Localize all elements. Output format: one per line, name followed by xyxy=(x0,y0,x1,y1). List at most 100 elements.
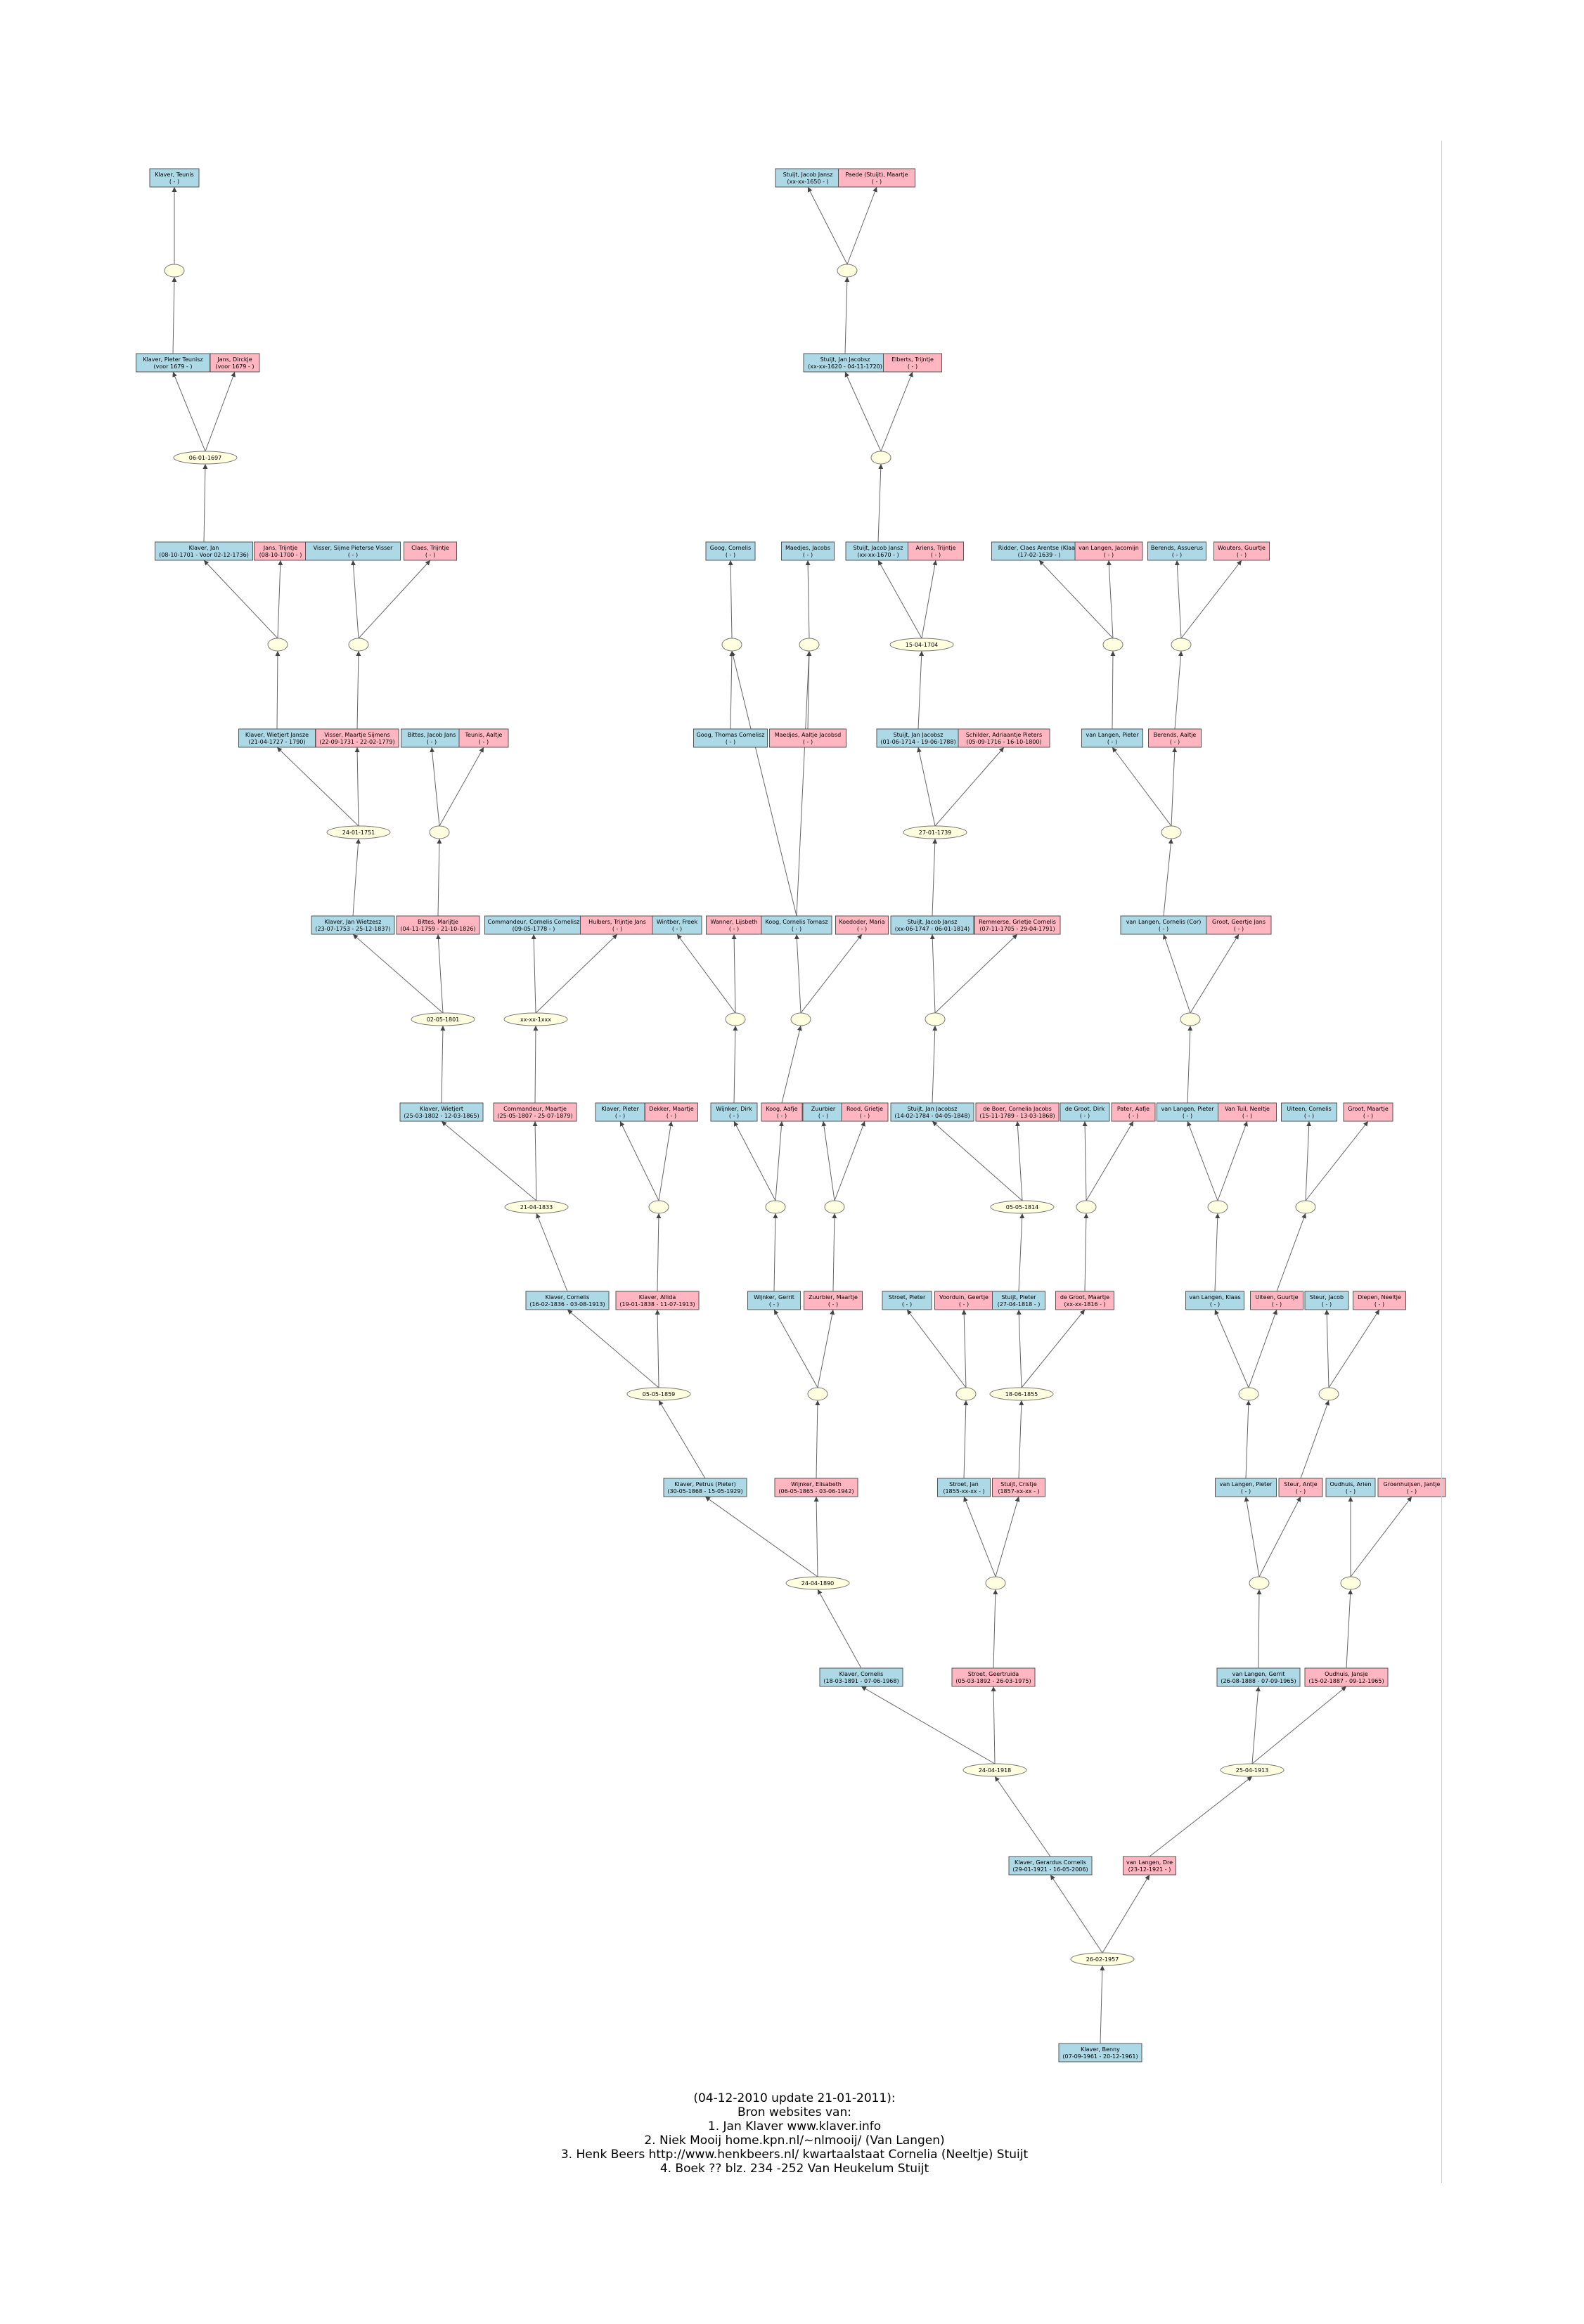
male-box[interactable] xyxy=(693,728,768,748)
male-box[interactable] xyxy=(663,1478,747,1497)
female-box[interactable] xyxy=(761,1102,803,1122)
male-box[interactable] xyxy=(311,915,395,935)
person-node[interactable]: Stroet, Jan(1855-xx-xx - ) xyxy=(937,1478,991,1497)
male-box[interactable] xyxy=(1120,915,1207,935)
person-node[interactable]: Stroet, Pieter( - ) xyxy=(882,1291,932,1310)
female-box[interactable] xyxy=(1278,1478,1323,1497)
female-box[interactable] xyxy=(769,728,846,748)
person-node[interactable]: Goog, Thomas Cornelisz( - ) xyxy=(693,728,768,748)
male-box[interactable] xyxy=(1281,1102,1337,1122)
female-box[interactable] xyxy=(1250,1291,1303,1310)
female-box[interactable] xyxy=(1055,1291,1114,1310)
person-node[interactable]: Wijnker, Dirk( - ) xyxy=(710,1102,758,1122)
person-node[interactable]: Klaver, Pieter( - ) xyxy=(595,1102,645,1122)
male-box[interactable] xyxy=(1081,728,1143,748)
male-box[interactable] xyxy=(775,168,841,188)
person-node[interactable]: de Groot, Maartje(xx-xx-1816 - ) xyxy=(1055,1291,1114,1310)
female-box[interactable] xyxy=(1123,1856,1176,1876)
male-box[interactable] xyxy=(401,728,463,748)
female-box[interactable] xyxy=(615,1291,700,1310)
female-box[interactable] xyxy=(1074,541,1143,561)
female-box[interactable] xyxy=(958,728,1050,748)
person-node[interactable]: Koog, Aafje( - ) xyxy=(761,1102,803,1122)
male-box[interactable] xyxy=(761,915,832,935)
person-node[interactable]: Groot, Maartje( - ) xyxy=(1343,1102,1393,1122)
male-box[interactable] xyxy=(802,1102,844,1122)
person-node[interactable]: Remmerse, Grietje Cornelis(07-11-1705 - … xyxy=(974,915,1061,935)
male-box[interactable] xyxy=(876,728,960,748)
person-node[interactable]: Klaver, Wietjert(25-03-1802 - 12-03-1865… xyxy=(399,1102,484,1122)
person-node[interactable]: Koedoder, Maria( - ) xyxy=(835,915,889,935)
person-node[interactable]: van Langen, Klaas( - ) xyxy=(1185,1291,1244,1310)
male-box[interactable] xyxy=(890,1102,974,1122)
person-node[interactable]: van Langen, Pieter( - ) xyxy=(1215,1478,1277,1497)
person-node[interactable]: Commandeur, Cornelis Cornelisz(09-05-177… xyxy=(484,915,583,935)
person-node[interactable]: Zuurbier, Maartje( - ) xyxy=(804,1291,863,1310)
female-box[interactable] xyxy=(493,1102,577,1122)
person-node[interactable]: Stroet, Geertruida(05-03-1892 - 26-03-19… xyxy=(951,1667,1036,1687)
female-box[interactable] xyxy=(975,1102,1060,1122)
female-box[interactable] xyxy=(1218,1102,1277,1122)
person-node[interactable]: Stuijt, Jacob Jansz(xx-06-1747 - 06-01-1… xyxy=(890,915,974,935)
person-node[interactable]: Elberts, Trijntje( - ) xyxy=(883,353,942,373)
person-node[interactable]: Klaver, Jan(08-10-1701 - Voor 02-12-1736… xyxy=(155,541,253,561)
person-node[interactable]: Diepen, Neeltje( - ) xyxy=(1353,1291,1406,1310)
female-box[interactable] xyxy=(404,541,457,561)
person-node[interactable]: Klaver, Benny(07-09-1961 - 20-12-1961) xyxy=(1058,2043,1142,2062)
person-node[interactable]: van Langen, Dre(23-12-1921 - ) xyxy=(1123,1856,1176,1876)
male-box[interactable] xyxy=(1304,1291,1349,1310)
person-node[interactable]: Van Tuil, Neeltje( - ) xyxy=(1218,1102,1277,1122)
male-box[interactable] xyxy=(819,1667,903,1687)
female-box[interactable] xyxy=(706,915,762,935)
male-box[interactable] xyxy=(710,1102,758,1122)
person-node[interactable]: Uiteen, Guurtje( - ) xyxy=(1250,1291,1303,1310)
female-box[interactable] xyxy=(1206,915,1272,935)
person-node[interactable]: Jans, Dirckje(voor 1679 - ) xyxy=(210,353,260,373)
female-box[interactable] xyxy=(458,728,509,748)
person-node[interactable]: de Boer, Cornelia Jacobs(15-11-1789 - 13… xyxy=(975,1102,1060,1122)
person-node[interactable]: Klaver, Jan Wietzesz(23-07-1753 - 25-12-… xyxy=(311,915,395,935)
male-box[interactable] xyxy=(525,1291,610,1310)
female-box[interactable] xyxy=(951,1667,1036,1687)
person-node[interactable]: van Langen, Cornelis (Cor)( - ) xyxy=(1120,915,1207,935)
female-box[interactable] xyxy=(835,915,889,935)
person-node[interactable]: Wouters, Guurtje( - ) xyxy=(1213,541,1270,561)
female-box[interactable] xyxy=(1343,1102,1393,1122)
person-node[interactable]: van Langen, Gerrit(26-08-1888 - 07-09-19… xyxy=(1216,1667,1301,1687)
person-node[interactable]: Ridder, Claes Arentse (Klaas)(17-02-1639… xyxy=(991,541,1087,561)
person-node[interactable]: Steur, Antje( - ) xyxy=(1278,1478,1323,1497)
male-box[interactable] xyxy=(747,1291,801,1310)
male-box[interactable] xyxy=(652,915,702,935)
person-node[interactable]: Klaver, Petrus (Pieter)(30-05-1868 - 15-… xyxy=(663,1478,747,1497)
person-node[interactable]: Wanner, Lijsbeth( - ) xyxy=(706,915,762,935)
person-node[interactable]: de Groot, Dirk( - ) xyxy=(1060,1102,1110,1122)
female-box[interactable] xyxy=(838,168,915,188)
female-box[interactable] xyxy=(774,1478,858,1497)
person-node[interactable]: Bittes, Jacob Jans( - ) xyxy=(401,728,463,748)
female-box[interactable] xyxy=(992,1478,1045,1497)
female-box[interactable] xyxy=(1353,1291,1406,1310)
person-node[interactable]: Goog, Cornelis( - ) xyxy=(705,541,756,561)
person-node[interactable]: Stuijt, Jan Jacobsz(01-06-1714 - 19-06-1… xyxy=(876,728,960,748)
person-node[interactable]: Klaver, Allida(19-01-1838 - 11-07-1913) xyxy=(615,1291,700,1310)
person-node[interactable]: Stuijt, Jan Jacobsz(14-02-1784 - 04-05-1… xyxy=(890,1102,974,1122)
female-box[interactable] xyxy=(645,1102,698,1122)
person-node[interactable]: Ariens, Trijntje( - ) xyxy=(908,541,964,561)
male-box[interactable] xyxy=(595,1102,645,1122)
person-node[interactable]: Visser, Maartje Sijmens(22-09-1731 - 22-… xyxy=(315,728,399,748)
female-box[interactable] xyxy=(1111,1102,1156,1122)
male-box[interactable] xyxy=(149,168,200,188)
person-node[interactable]: van Langen, Jacomijn( - ) xyxy=(1074,541,1143,561)
male-box[interactable] xyxy=(1325,1478,1376,1497)
female-box[interactable] xyxy=(396,915,480,935)
person-node[interactable]: Klaver, Teunis( - ) xyxy=(149,168,200,188)
person-node[interactable]: Maedjes, Aaltje Jacobsd( - ) xyxy=(769,728,846,748)
person-node[interactable]: Voorduin, Geertje( - ) xyxy=(934,1291,993,1310)
person-node[interactable]: Stuijt, Pieter(27-04-1818 - ) xyxy=(992,1291,1045,1310)
person-node[interactable]: Commandeur, Maartje(25-05-1807 - 25-07-1… xyxy=(493,1102,577,1122)
male-box[interactable] xyxy=(803,353,887,373)
person-node[interactable]: Uiteen, Cornelis( - ) xyxy=(1281,1102,1337,1122)
female-box[interactable] xyxy=(1377,1478,1446,1497)
male-box[interactable] xyxy=(1008,1856,1093,1876)
male-box[interactable] xyxy=(781,541,835,561)
